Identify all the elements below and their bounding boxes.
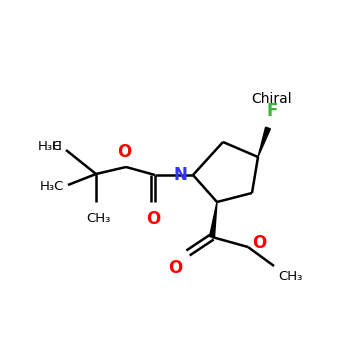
Text: Chiral: Chiral	[252, 92, 292, 106]
Text: O: O	[146, 210, 160, 228]
Text: H₃C: H₃C	[40, 181, 64, 194]
Text: H₃C: H₃C	[38, 140, 62, 153]
Text: N: N	[173, 166, 187, 184]
Text: CH₃: CH₃	[86, 212, 110, 225]
Text: O: O	[252, 234, 266, 252]
Polygon shape	[210, 202, 217, 237]
Text: O: O	[117, 143, 131, 161]
Text: O: O	[168, 259, 182, 277]
Polygon shape	[258, 127, 270, 157]
Text: F: F	[266, 102, 278, 120]
Text: H: H	[52, 140, 62, 153]
Text: CH₃: CH₃	[278, 270, 302, 283]
